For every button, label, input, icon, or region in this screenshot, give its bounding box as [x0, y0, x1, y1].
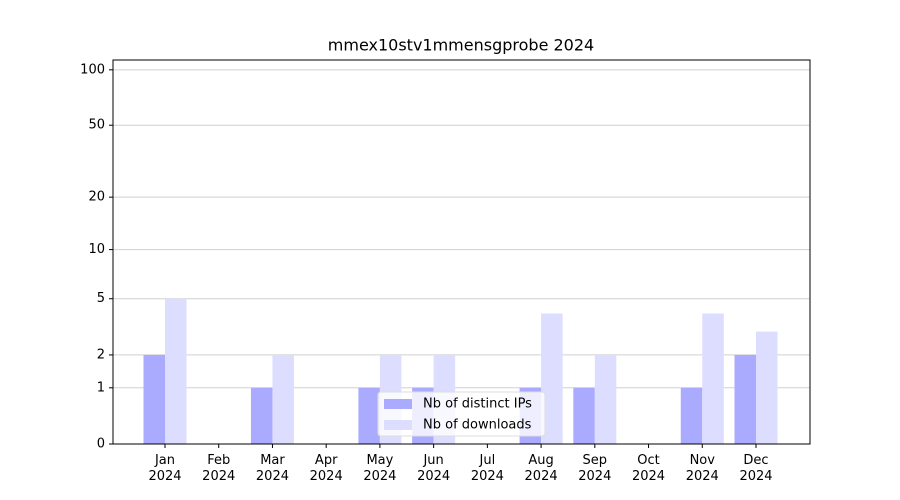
bar — [165, 298, 187, 444]
y-tick-label: 50 — [88, 118, 105, 133]
plot-frame — [112, 59, 811, 445]
y-tick-label: 2 — [97, 347, 105, 362]
legend-label: Nb of distinct IPs — [423, 397, 532, 412]
bar — [680, 387, 703, 444]
bar — [756, 331, 778, 444]
y-tick-label: 20 — [88, 190, 105, 205]
bar — [594, 354, 617, 444]
legend-label: Nb of downloads — [423, 418, 532, 433]
x-tick-label: Dec 2024 — [739, 453, 773, 484]
y-tick-label: 0 — [97, 437, 105, 452]
y-tick-label: 10 — [88, 242, 105, 257]
x-tick-label: Aug 2024 — [524, 453, 558, 484]
bar — [250, 387, 273, 444]
y-tick-label: 100 — [80, 62, 105, 77]
bar — [702, 313, 724, 444]
x-tick-label: May 2024 — [363, 453, 397, 484]
x-tick-label: Jun 2024 — [417, 453, 451, 484]
x-tick-label: Nov 2024 — [685, 453, 719, 484]
chart-title: mmex10stv1mmensgprobe 2024 — [328, 36, 594, 55]
y-tick-label: 5 — [97, 291, 105, 306]
x-tick-label: Apr 2024 — [309, 453, 343, 484]
bar — [143, 354, 165, 444]
x-tick-label: Oct 2024 — [631, 453, 666, 484]
bar — [734, 354, 756, 444]
bar — [358, 387, 380, 444]
bar — [272, 354, 294, 444]
x-tick-label: Mar 2024 — [255, 453, 289, 484]
y-tick-label: 1 — [97, 380, 105, 395]
x-tick-label: Jul 2024 — [470, 453, 504, 484]
x-tick-label: Sep 2024 — [578, 453, 612, 484]
legend: Nb of distinct IPs Nb of downloads — [377, 391, 546, 437]
legend-swatch — [384, 399, 412, 409]
bar — [573, 387, 595, 444]
x-tick-label: Feb 2024 — [202, 453, 236, 484]
legend-swatch — [384, 420, 412, 430]
legend-box — [377, 391, 546, 437]
bar — [541, 313, 563, 444]
x-tick-label: Jan 2024 — [148, 453, 182, 484]
